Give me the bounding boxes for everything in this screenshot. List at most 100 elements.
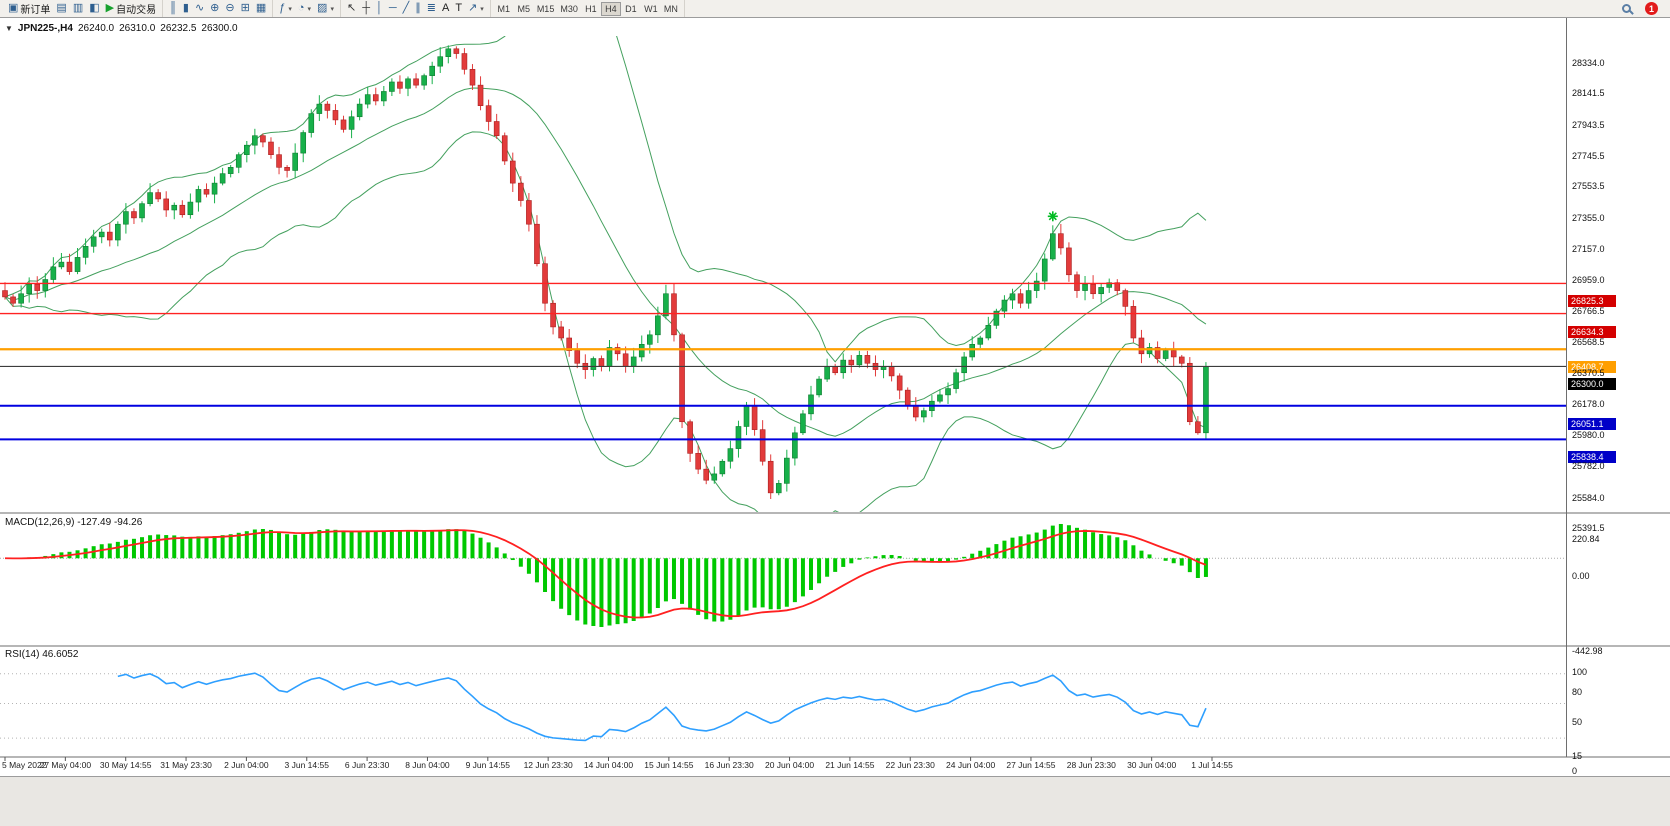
zoom-out-icon: ⊖ xyxy=(225,2,235,14)
price-tick: 25782.0 xyxy=(1572,461,1605,472)
chart-collapse-icon[interactable]: ▼ xyxy=(5,24,13,33)
macd-plot xyxy=(0,523,1566,628)
cursor-icon: ↖ xyxy=(346,2,357,14)
cursor-button[interactable]: ↖ xyxy=(344,1,359,16)
rsi-label: RSI(14) 46.6052 xyxy=(5,649,79,660)
timeframe-M5[interactable]: M5 xyxy=(517,3,531,14)
timeframe-M1[interactable]: M1 xyxy=(497,3,511,14)
time-label: 8 Jun 04:00 xyxy=(405,760,450,770)
autotrading-button[interactable]: ▶ 自动交易 xyxy=(103,1,159,16)
price-tick: 27355.0 xyxy=(1572,212,1605,223)
arrows-button[interactable]: ↗ ▾ xyxy=(465,1,487,16)
rsi-tick: 100 xyxy=(1572,667,1588,677)
periods-icon: ◔ xyxy=(297,2,305,14)
templates-button[interactable]: ▨ ▾ xyxy=(314,1,337,16)
tile-windows-button[interactable]: ⊞ xyxy=(238,1,253,16)
macd-tick: 0.00 xyxy=(1572,571,1590,582)
cascade-windows-button[interactable]: ▦ xyxy=(253,1,269,16)
channel-button[interactable]: ∥ xyxy=(412,1,424,16)
price-line-tag: 26408.7 xyxy=(1568,361,1616,374)
crosshair-icon: ┼ xyxy=(362,2,370,14)
text-button[interactable]: A xyxy=(439,1,452,16)
trend-line-icon: ╱ xyxy=(402,2,410,14)
status-bar xyxy=(0,776,1670,826)
chart-high: 26310.0 xyxy=(119,23,156,34)
timeframe-W1[interactable]: W1 xyxy=(644,3,658,14)
cascade-windows-icon: ▦ xyxy=(255,2,267,14)
time-axis: 5 May 2022 27 May 04:00 30 May 14:55 31 May… xyxy=(0,758,1566,774)
new-order-label: 新订单 xyxy=(20,5,51,16)
chart-canvas[interactable] xyxy=(0,18,1670,776)
notification-badge[interactable]: 1 xyxy=(1645,2,1658,15)
time-label: 21 Jun 14:55 xyxy=(825,760,875,770)
indicators-icon: ƒ xyxy=(279,2,286,14)
candlestick-chart-button[interactable]: ▮ xyxy=(180,1,192,16)
zoom-in-button[interactable]: ⊕ xyxy=(207,1,222,16)
line-chart-button[interactable]: ∿ xyxy=(192,1,207,16)
toolbar: ▣ 新订单 ▤ ▥ ◧ ▶ 自动交易 ║ ▮ ∿ ⊕ ⊖ ⊞ ▦ ƒ ▾ ◔ ▾ ▨ ▾ ↖ ┼ │ ─ ╱ ∥ ≣ A T ↗ ▾ M1 M… xyxy=(0,0,1670,18)
timeframe-MN[interactable]: MN xyxy=(663,3,678,14)
bar-chart-icon: ║ xyxy=(169,2,177,14)
bar-chart-button[interactable]: ║ xyxy=(166,1,180,16)
chevron-down-icon: ▾ xyxy=(480,5,484,13)
data-window-button[interactable]: ▥ xyxy=(70,1,86,16)
price-tick: 26959.0 xyxy=(1572,275,1605,286)
price-line-tag: 26300.0 xyxy=(1568,378,1616,391)
macd-tick: -442.98 xyxy=(1572,646,1603,656)
rsi-tick: 80 xyxy=(1572,686,1583,697)
price-line-tag: 25838.4 xyxy=(1568,451,1616,464)
periods-button[interactable]: ◔ ▾ xyxy=(295,1,314,16)
chevron-down-icon: ▾ xyxy=(307,5,312,13)
time-label: 27 Jun 14:55 xyxy=(1006,760,1056,770)
text-icon: A xyxy=(442,2,450,14)
horizontal-line-icon: ─ xyxy=(388,2,397,14)
text-label-button[interactable]: T xyxy=(452,1,465,16)
toolbar-group-trade: ▣ 新订单 ▤ ▥ ◧ ▶ 自动交易 xyxy=(2,0,164,17)
vertical-line-button[interactable]: │ xyxy=(373,1,386,16)
toolbar-group-objects: ƒ ▾ ◔ ▾ ▨ ▾ xyxy=(273,0,341,17)
timeframe-M30[interactable]: M30 xyxy=(560,3,578,14)
toolbar-group-chart-type: ║ ▮ ∿ ⊕ ⊖ ⊞ ▦ xyxy=(163,0,274,17)
chart-header: ▼ JPN225-,H4 26240.0 26310.0 26232.5 263… xyxy=(5,23,238,34)
time-label: 30 May 14:55 xyxy=(99,760,152,770)
price-tick: 25391.5 xyxy=(1572,523,1605,533)
timeframe-D1[interactable]: D1 xyxy=(625,3,637,14)
market-watch-button[interactable]: ▤ xyxy=(53,1,69,16)
horizontal-line-button[interactable]: ─ xyxy=(386,1,400,16)
search-icon[interactable] xyxy=(1622,4,1631,13)
zoom-out-button[interactable]: ⊖ xyxy=(222,1,237,16)
channel-icon: ∥ xyxy=(415,2,421,14)
new-order-button[interactable]: ▣ 新订单 xyxy=(5,1,53,16)
price-tick: 26766.5 xyxy=(1572,305,1605,316)
navigator-button[interactable]: ◧ xyxy=(86,1,102,16)
autotrading-label: 自动交易 xyxy=(116,5,157,16)
navigator-icon: ◧ xyxy=(89,2,100,14)
time-label: 16 Jun 23:30 xyxy=(704,760,754,770)
trend-line-button[interactable]: ╱ xyxy=(400,1,413,16)
time-label: 27 May 04:00 xyxy=(39,760,92,770)
price-tick: 27157.0 xyxy=(1572,244,1605,254)
crosshair-button[interactable]: ┼ xyxy=(359,1,373,16)
time-label: 1 Jul 14:55 xyxy=(1191,760,1233,770)
timeframe-H4[interactable]: H4 xyxy=(600,1,621,16)
chart-low: 26232.5 xyxy=(160,23,197,34)
rsi-tick: 50 xyxy=(1572,716,1583,727)
market-watch-icon: ▤ xyxy=(56,2,67,14)
time-label: 24 Jun 04:00 xyxy=(946,760,996,770)
price-tick: 25584.0 xyxy=(1572,492,1605,503)
timeframe-M15[interactable]: M15 xyxy=(536,3,555,14)
chart-close: 26300.0 xyxy=(201,23,238,34)
fibonacci-button[interactable]: ≣ xyxy=(424,1,439,16)
macd-tick: 220.84 xyxy=(1572,534,1600,544)
price-tick: 27745.5 xyxy=(1572,151,1605,161)
timeframe-bar: M1 M5 M15 M30 H1 H4 D1 W1 MN xyxy=(491,0,685,17)
time-label: 12 Jun 23:30 xyxy=(523,760,573,770)
time-label: 2 Jun 04:00 xyxy=(224,760,269,770)
timeframe-H1[interactable]: H1 xyxy=(585,3,597,14)
chevron-down-icon: ▾ xyxy=(288,5,292,13)
time-label: 3 Jun 14:55 xyxy=(284,760,329,770)
indicators-button[interactable]: ƒ ▾ xyxy=(276,1,295,16)
time-label: 6 Jun 23:30 xyxy=(344,760,390,770)
price-tick: 27943.5 xyxy=(1572,119,1605,130)
rsi-plot xyxy=(0,672,1566,742)
